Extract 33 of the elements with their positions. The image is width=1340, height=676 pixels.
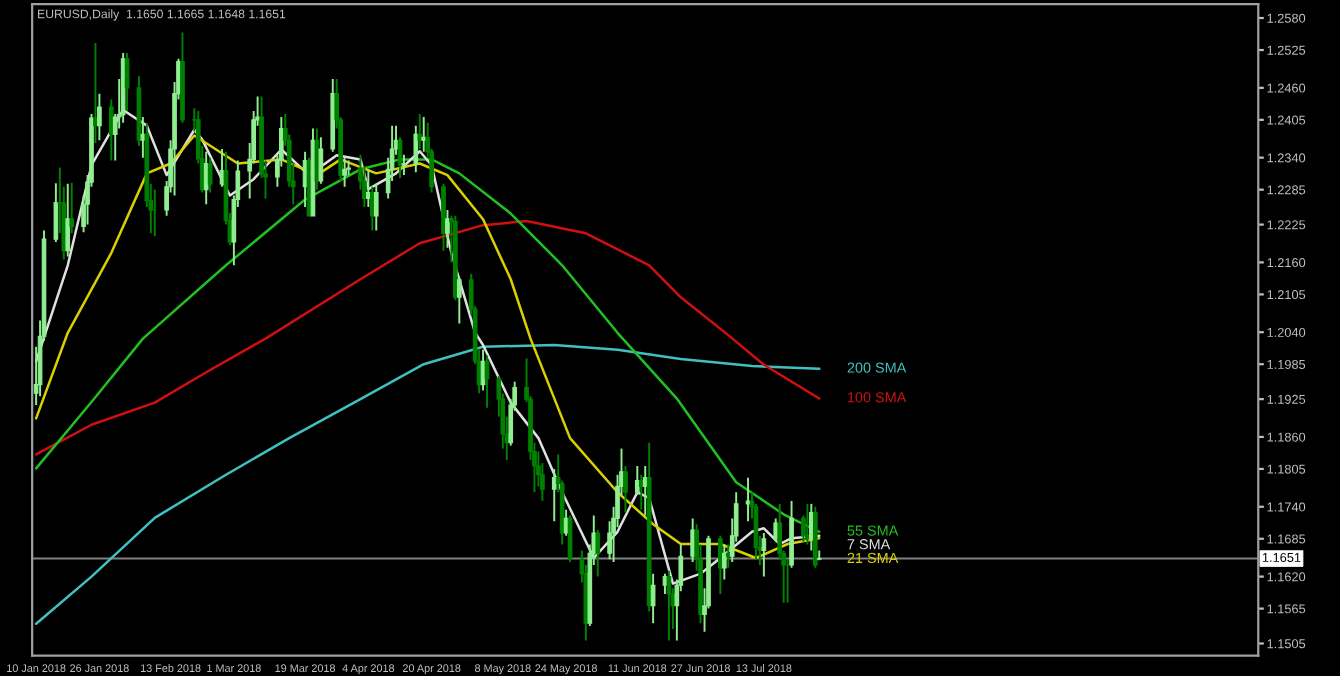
- candlestick: [417, 113, 423, 150]
- candlestick: [366, 168, 371, 209]
- candlestick: [634, 465, 640, 497]
- candlestick: [745, 476, 751, 523]
- candlestick: [401, 153, 407, 177]
- candlestick: [718, 534, 723, 596]
- candlestick: [124, 51, 130, 113]
- candlestick: [203, 150, 209, 206]
- candlestick: [69, 181, 75, 235]
- candlestick: [441, 182, 446, 252]
- candlestick: [97, 92, 102, 142]
- candlestick: [595, 529, 601, 578]
- candlestick: [456, 275, 462, 325]
- candlestick: [413, 124, 419, 174]
- candlestick: [140, 115, 146, 159]
- candlestick: [373, 182, 379, 232]
- candlestick: [721, 543, 727, 581]
- candlestick: [108, 98, 114, 162]
- candlestick: [445, 209, 450, 249]
- line-series: [34, 219, 821, 456]
- candlestick: [342, 156, 347, 188]
- candlestick: [207, 156, 213, 194]
- candlestick: [761, 531, 767, 578]
- candlestick: [650, 572, 656, 625]
- candlestick: [65, 182, 71, 258]
- line-series: [34, 343, 821, 625]
- candlestick: [93, 42, 98, 145]
- candlestick: [623, 465, 628, 514]
- candlestick: [638, 473, 644, 511]
- candlestick: [53, 182, 59, 243]
- candlestick: [789, 499, 794, 569]
- candlestick: [152, 188, 158, 238]
- candlestick: [551, 467, 557, 523]
